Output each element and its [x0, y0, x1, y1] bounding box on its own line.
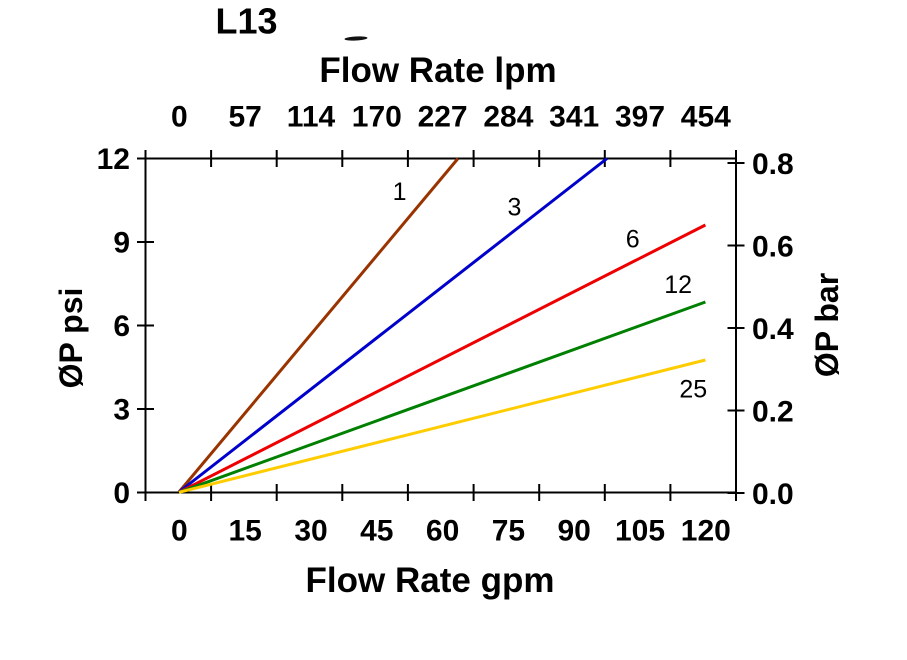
svg-text:9: 9	[113, 227, 130, 260]
svg-text:0.4: 0.4	[752, 313, 794, 346]
svg-text:0: 0	[171, 101, 188, 134]
svg-text:6: 6	[626, 226, 640, 254]
svg-text:60: 60	[426, 515, 459, 548]
svg-text:ØP bar: ØP bar	[809, 273, 845, 377]
svg-text:6: 6	[113, 310, 130, 343]
svg-text:170: 170	[352, 101, 402, 134]
svg-text:284: 284	[483, 101, 533, 134]
svg-text:3: 3	[508, 194, 522, 222]
svg-text:0.6: 0.6	[752, 231, 794, 264]
svg-text:30: 30	[294, 515, 327, 548]
svg-text:57: 57	[229, 101, 262, 134]
svg-text:75: 75	[492, 515, 525, 548]
svg-text:12: 12	[664, 271, 692, 299]
svg-text:0.0: 0.0	[752, 478, 794, 511]
svg-text:Flow Rate lpm: Flow Rate lpm	[319, 51, 556, 90]
svg-text:0.2: 0.2	[752, 396, 794, 429]
svg-text:0.8: 0.8	[752, 148, 794, 181]
svg-text:Flow Rate gpm: Flow Rate gpm	[306, 561, 555, 600]
svg-text:0: 0	[113, 477, 130, 510]
svg-text:25: 25	[679, 376, 707, 404]
svg-text:120: 120	[681, 515, 731, 548]
svg-text:ØP psi: ØP psi	[53, 288, 89, 389]
svg-text:L13: L13	[216, 1, 278, 42]
svg-text:114: 114	[287, 101, 336, 134]
svg-text:3: 3	[113, 394, 130, 427]
svg-text:341: 341	[549, 101, 599, 134]
svg-text:227: 227	[418, 101, 468, 134]
svg-text:90: 90	[558, 515, 591, 548]
svg-text:397: 397	[615, 101, 665, 134]
svg-text:105: 105	[615, 515, 665, 548]
svg-text:0: 0	[171, 515, 188, 548]
svg-text:454: 454	[681, 101, 731, 134]
svg-text:12: 12	[97, 143, 130, 176]
svg-text:45: 45	[360, 515, 393, 548]
svg-text:1: 1	[393, 178, 407, 206]
svg-text:15: 15	[229, 515, 262, 548]
